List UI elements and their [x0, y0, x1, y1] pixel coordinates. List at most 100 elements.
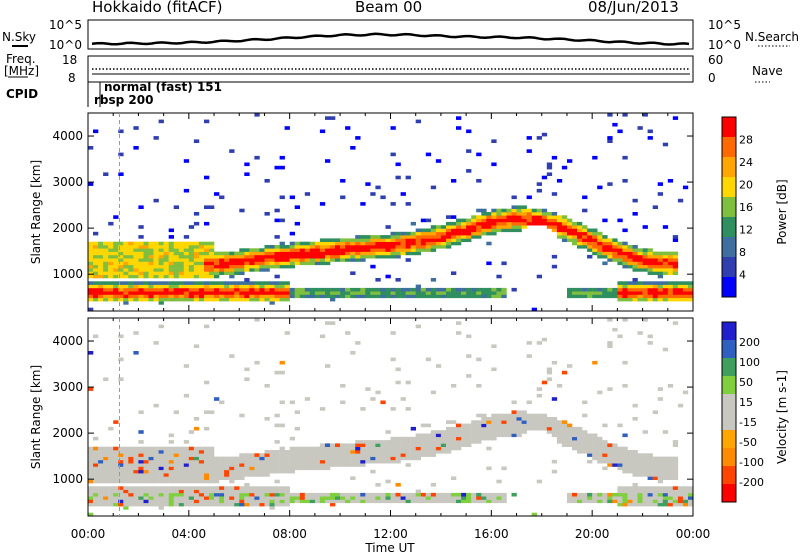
power-cell	[627, 264, 633, 269]
velocity-cell	[128, 456, 134, 461]
power-cell	[617, 245, 623, 249]
velocity-cell	[294, 463, 300, 467]
power-cell	[466, 169, 472, 173]
power-cell	[355, 238, 361, 242]
power-cell	[173, 271, 179, 275]
power-cell	[299, 258, 306, 262]
nave-label: Nave	[752, 64, 783, 78]
power-cell	[330, 248, 336, 252]
velocity-cell	[521, 430, 527, 434]
power-cell	[446, 215, 452, 219]
power-cell	[133, 248, 139, 252]
velocity-cell	[330, 456, 336, 461]
velocity-cell	[325, 466, 331, 471]
power-cell	[682, 287, 689, 292]
power-cell	[430, 278, 437, 282]
power-cell	[274, 284, 280, 289]
velocity-cell	[178, 499, 185, 504]
velocity-cell	[173, 459, 179, 464]
power-cell	[143, 274, 149, 279]
velocity-cell	[632, 450, 638, 454]
velocity-cell	[198, 486, 205, 490]
velocity-cell	[158, 450, 164, 454]
velocity-cell	[380, 443, 386, 447]
power-cell	[193, 281, 200, 285]
velocity-cell	[632, 459, 638, 464]
power-cell	[198, 271, 205, 275]
power-cell	[612, 251, 618, 256]
velocity-cell	[340, 453, 346, 457]
power-cell	[365, 251, 371, 256]
power-cell	[93, 251, 99, 256]
velocity-cell	[108, 426, 114, 431]
velocity-cell	[567, 496, 573, 500]
velocity-cell	[672, 492, 679, 497]
power-cell	[148, 297, 154, 302]
velocity-cell	[128, 466, 134, 471]
power-cell	[178, 287, 185, 292]
velocity-cell	[572, 436, 578, 441]
velocity-cell	[345, 456, 351, 461]
power-cell	[219, 258, 225, 262]
velocity-cell	[103, 479, 109, 484]
velocity-cell	[430, 453, 437, 457]
power-cell	[435, 291, 442, 295]
velocity-cell	[647, 502, 653, 507]
velocity-cell	[622, 466, 628, 471]
power-cell	[118, 261, 124, 266]
power-cell	[259, 258, 265, 262]
velocity-cell	[501, 417, 507, 421]
power-cell	[405, 235, 411, 239]
velocity-cell	[209, 446, 215, 451]
power-cell	[183, 264, 190, 269]
power-cell	[219, 195, 225, 200]
velocity-cell	[597, 492, 603, 497]
velocity-cell	[108, 456, 114, 461]
power-cell	[214, 274, 220, 279]
velocity-cell	[375, 450, 381, 454]
velocity-cell	[561, 430, 568, 434]
power-cell	[284, 248, 290, 252]
power-cell	[410, 245, 416, 249]
power-cell	[259, 281, 265, 285]
power-cell	[425, 228, 432, 233]
velocity-cell	[249, 502, 255, 507]
power-cell	[466, 221, 472, 226]
velocity-cell	[294, 459, 300, 464]
power-cell	[667, 261, 674, 266]
velocity-cell	[582, 499, 588, 504]
power-cell	[224, 251, 230, 256]
velocity-cell	[375, 483, 381, 487]
power-cell	[214, 258, 220, 262]
power-cell	[325, 291, 331, 295]
power-cell	[521, 225, 527, 229]
velocity-cell	[148, 496, 154, 500]
power-cell	[284, 281, 290, 285]
power-cell	[88, 297, 94, 302]
velocity-cell	[264, 469, 270, 474]
power-cell	[279, 251, 285, 256]
power-cell	[461, 228, 467, 233]
power-cell	[108, 248, 114, 252]
velocity-cell	[420, 450, 427, 454]
power-cell	[188, 245, 195, 249]
velocity-cell	[390, 499, 396, 504]
velocity-cell	[511, 430, 517, 434]
power-cell	[466, 291, 472, 295]
velocity-cell	[279, 453, 285, 457]
power-cell	[254, 297, 260, 302]
velocity-cell	[224, 459, 230, 464]
velocity-cell	[486, 426, 492, 431]
power-cell	[128, 251, 134, 256]
power-cell	[592, 238, 598, 242]
velocity-cell	[536, 426, 542, 431]
power-cell	[264, 258, 270, 262]
power-cell	[592, 235, 598, 239]
velocity-cell	[314, 463, 321, 467]
velocity-cell	[183, 446, 190, 451]
power-cell	[617, 241, 623, 246]
power-cell	[456, 235, 462, 239]
power-cell	[214, 297, 220, 302]
velocity-cell	[395, 440, 401, 444]
power-cell	[108, 274, 114, 279]
